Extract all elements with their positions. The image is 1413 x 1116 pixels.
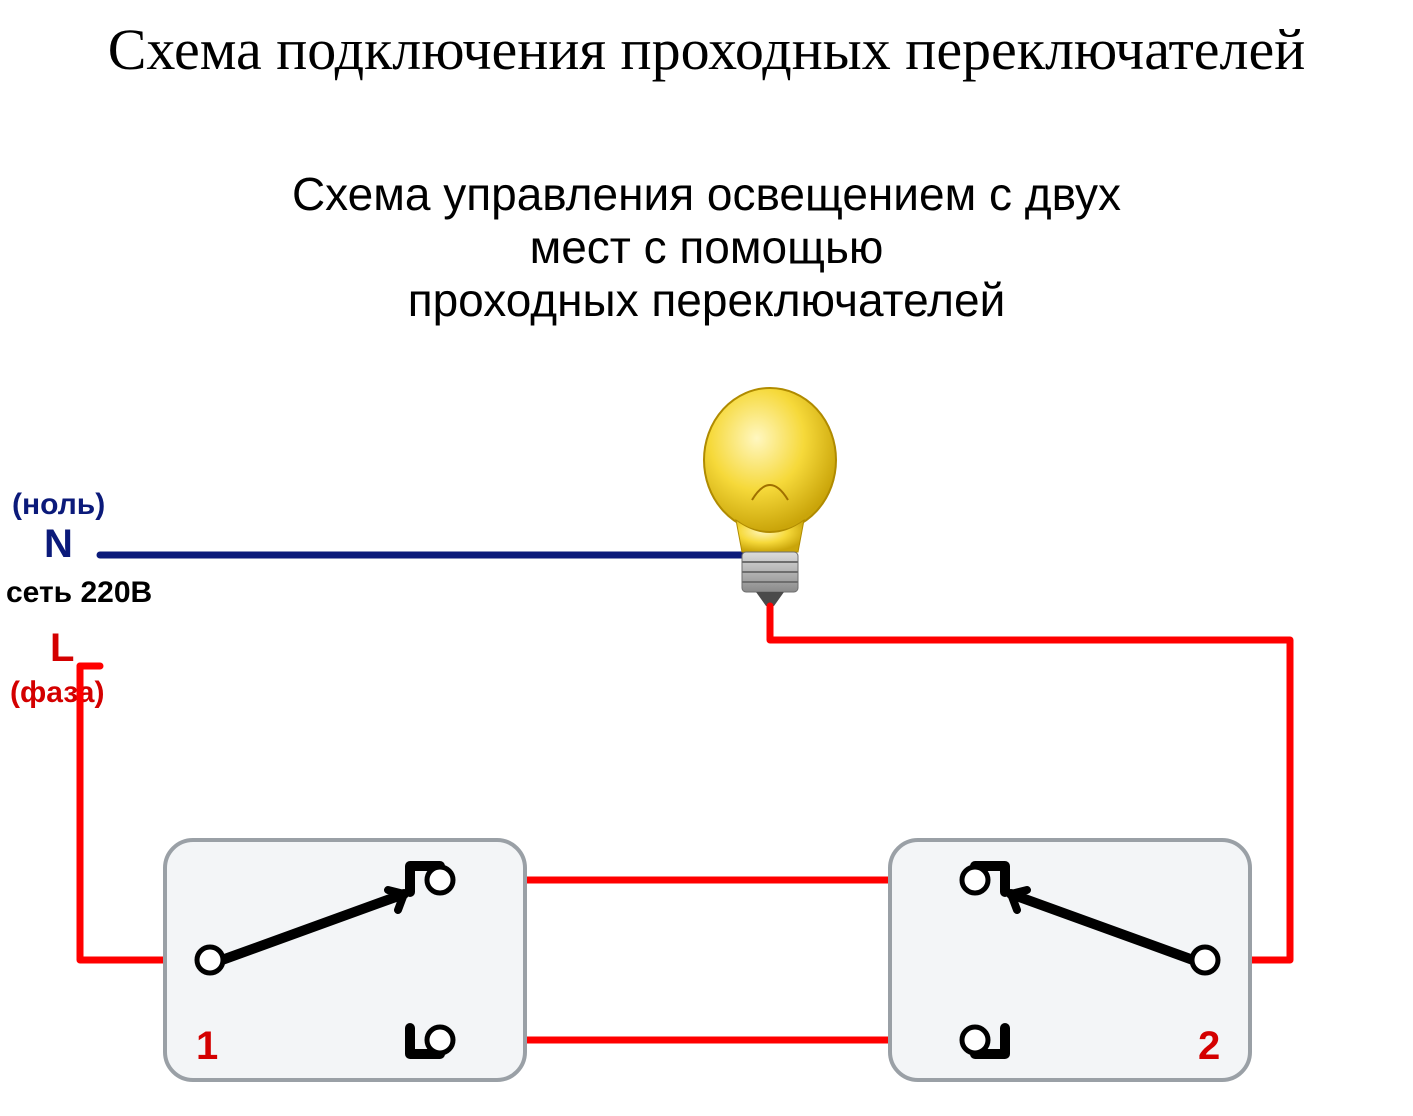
diagram-page: Схема подключения проходных переключател… bbox=[0, 0, 1413, 1116]
switch-2-bottom-terminal bbox=[962, 1027, 988, 1053]
wiring-svg bbox=[0, 0, 1413, 1116]
switch-2-top-terminal bbox=[962, 867, 988, 893]
switch-1-common-terminal bbox=[197, 947, 223, 973]
switch-2-label: 2 bbox=[1198, 1024, 1220, 1069]
switch-1-top-terminal bbox=[427, 867, 453, 893]
switch-1-label: 1 bbox=[196, 1024, 218, 1069]
switch-2-common-terminal bbox=[1192, 947, 1218, 973]
switch-1-bottom-terminal bbox=[427, 1027, 453, 1053]
light-bulb-icon bbox=[704, 388, 836, 606]
